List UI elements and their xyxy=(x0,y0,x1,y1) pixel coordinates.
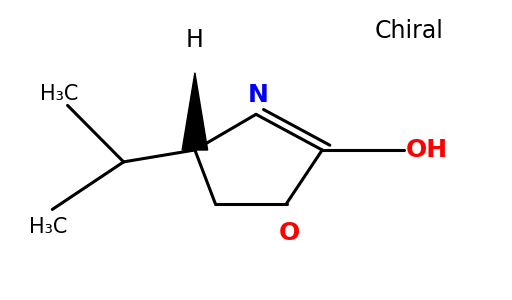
Text: N: N xyxy=(248,83,269,107)
Text: H: H xyxy=(186,28,204,52)
Text: O: O xyxy=(279,221,300,245)
Text: Chiral: Chiral xyxy=(374,19,443,43)
Text: H₃C: H₃C xyxy=(39,83,78,103)
Text: OH: OH xyxy=(406,138,449,162)
Text: H₃C: H₃C xyxy=(29,217,68,237)
Polygon shape xyxy=(182,73,208,150)
